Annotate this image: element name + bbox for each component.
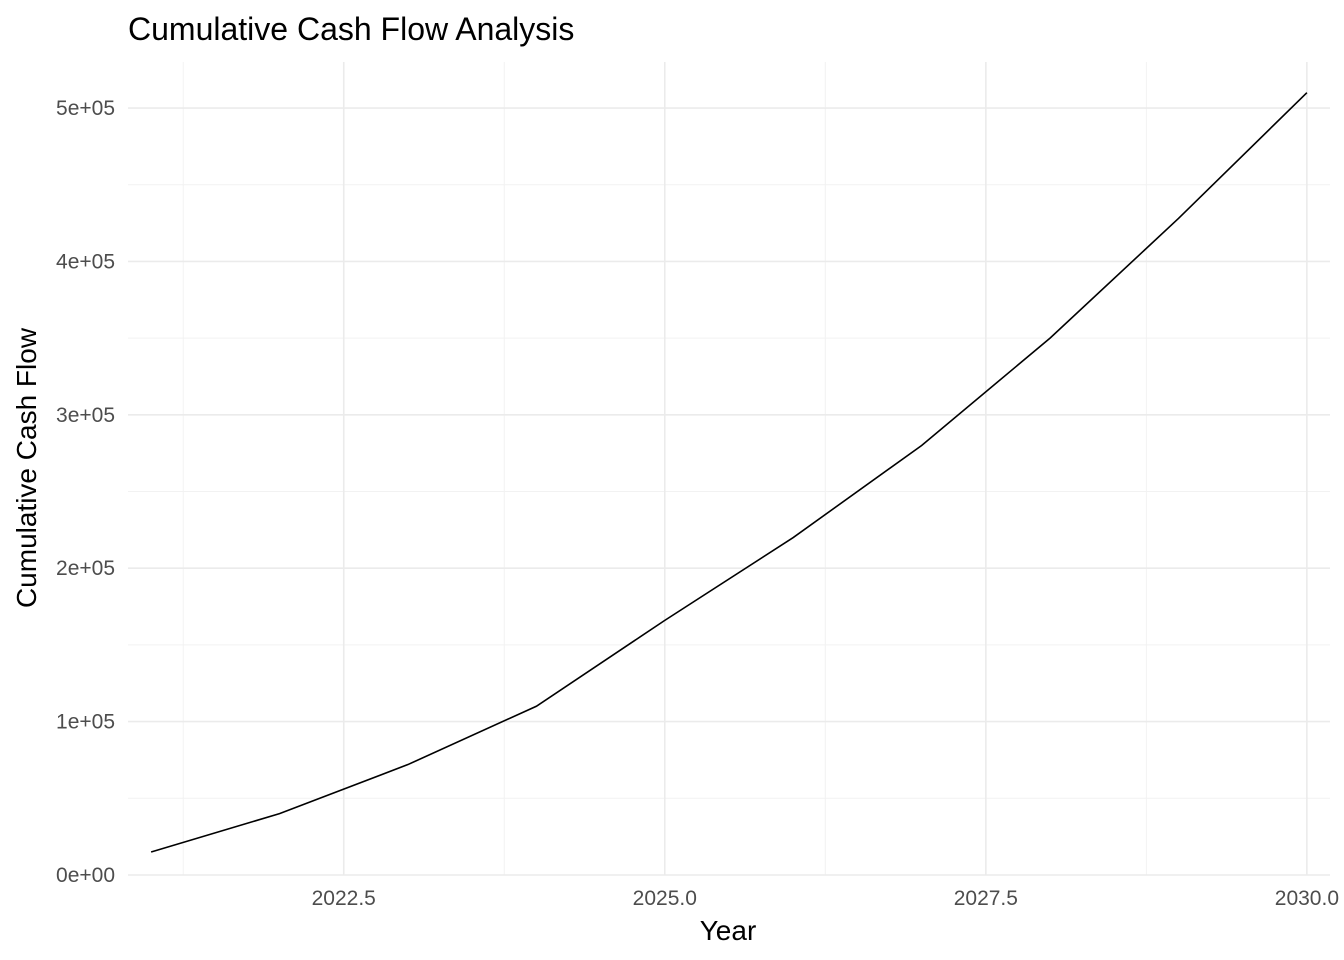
x-tick-label: 2030.0 xyxy=(1275,887,1339,910)
x-axis-title: Year xyxy=(700,915,757,946)
y-tick-label: 2e+05 xyxy=(56,557,115,580)
y-tick-label: 1e+05 xyxy=(56,711,115,734)
y-tick-label: 4e+05 xyxy=(56,250,115,273)
chart-title: Cumulative Cash Flow Analysis xyxy=(128,11,574,47)
y-tick-label: 3e+05 xyxy=(56,404,115,427)
series-layer xyxy=(150,92,1308,853)
x-tick-label: 2027.5 xyxy=(954,887,1018,910)
y-tick-label: 0e+00 xyxy=(56,864,115,887)
y-tick-label: 5e+05 xyxy=(56,97,115,120)
y-axis-title: Cumulative Cash Flow xyxy=(11,327,42,608)
tick-labels: 2022.5 2025.0 2027.5 2030.0 0e+00 1e+05 2e+05 3… xyxy=(56,97,1339,910)
cumulative-cash-flow-line xyxy=(150,92,1308,853)
grid xyxy=(128,62,1330,876)
x-tick-label: 2022.5 xyxy=(312,887,376,910)
x-tick-label: 2025.0 xyxy=(633,887,697,910)
